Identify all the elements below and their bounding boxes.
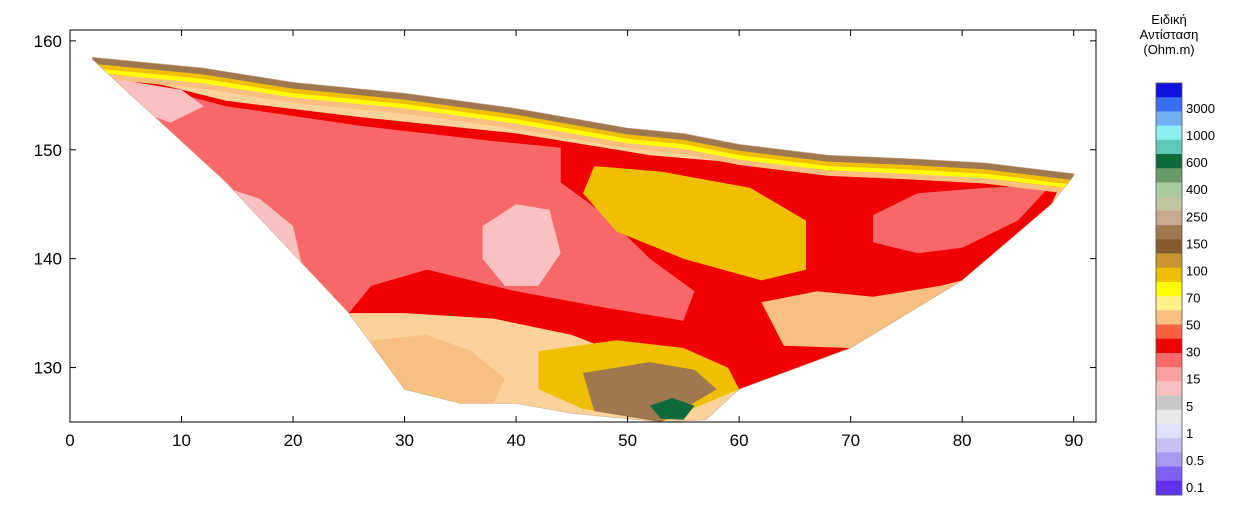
legend-title-line: Ειδική: [1151, 12, 1187, 27]
legend-swatch: [1156, 83, 1182, 98]
legend-label: 15: [1186, 372, 1200, 387]
legend-swatch: [1156, 452, 1182, 467]
x-tick-label: 20: [284, 431, 303, 450]
x-tick-label: 50: [618, 431, 637, 450]
legend-swatch: [1156, 338, 1182, 354]
legend-label: 50: [1186, 318, 1200, 333]
plot-frame: [69, 29, 1097, 423]
legend-label: 400: [1186, 182, 1208, 197]
legend-swatch: [1156, 324, 1182, 340]
legend-swatch: [1156, 352, 1182, 368]
y-tick-label: 140: [34, 250, 62, 269]
resistivity-zone: [761, 280, 963, 348]
section-fill: [92, 57, 1074, 422]
legend-swatch: [1156, 139, 1182, 155]
surface-band: [92, 72, 1074, 195]
legend-label: 0.5: [1186, 453, 1204, 468]
legend-swatch: [1156, 281, 1182, 297]
x-tick-label: 90: [1064, 431, 1083, 450]
legend-swatch: [1156, 480, 1182, 496]
legend-title: Ειδική Αντίσταση (Ohm.m): [1110, 12, 1228, 57]
legend-swatch: [1156, 423, 1182, 439]
legend-swatch: [1156, 253, 1182, 269]
surface-band: [92, 63, 1074, 185]
legend-label: 70: [1186, 291, 1200, 306]
legend-label: 3000: [1186, 101, 1215, 116]
legend-label: 1000: [1186, 128, 1215, 143]
legend-swatch: [1156, 381, 1182, 396]
resistivity-zone: [114, 79, 204, 123]
legend-swatch: [1156, 310, 1182, 325]
legend-label: 5: [1186, 399, 1193, 414]
legend-swatch: [1156, 438, 1182, 453]
x-tick-label: 70: [841, 431, 860, 450]
legend-swatch: [1156, 239, 1182, 254]
legend-label: 600: [1186, 155, 1208, 170]
legend-swatch: [1156, 154, 1182, 169]
x-tick-label: 60: [730, 431, 749, 450]
legend-swatch: [1156, 296, 1182, 311]
legend-swatch: [1156, 168, 1182, 183]
resistivity-zone: [226, 187, 305, 275]
y-tick-label: 130: [34, 359, 62, 378]
legend-label: 30: [1186, 345, 1200, 360]
color-legend: 3000 1000 600 400 250 150 100 70 50 30 15 5 1 0.5 0.1: [1155, 82, 1215, 496]
legend-label: 150: [1186, 236, 1208, 251]
legend-label: 0.1: [1186, 480, 1204, 495]
legend-swatch: [1156, 111, 1182, 127]
legend-swatch: [1156, 267, 1182, 283]
x-tick-label: 30: [395, 431, 414, 450]
legend-label: 100: [1186, 263, 1208, 278]
legend-swatch: [1156, 182, 1182, 198]
x-tick-label: 0: [65, 431, 74, 450]
y-tick-label: 160: [34, 32, 62, 51]
legend-frame: [1155, 82, 1183, 496]
legend-swatch: [1156, 196, 1182, 212]
legend-swatch: [1156, 367, 1182, 382]
resistivity-zone: [371, 334, 505, 404]
x-tick-label: 80: [953, 431, 972, 450]
resistivity-zone: [873, 184, 1052, 254]
resistivity-zone: [583, 166, 806, 281]
legend-title-line: Αντίσταση: [1139, 27, 1199, 42]
legend-swatch: [1156, 225, 1182, 240]
surface-band: [92, 68, 1074, 189]
legend-swatch: [1156, 97, 1182, 112]
resistivity-zone: [482, 204, 561, 286]
legend-swatch: [1156, 125, 1182, 141]
resistivity-zone: [649, 398, 695, 420]
x-tick-label: 10: [172, 431, 191, 450]
section-layer: [92, 56, 1074, 422]
legend-swatch: [1156, 409, 1182, 425]
y-tick-label: 150: [34, 141, 62, 160]
legend-label: 1: [1186, 426, 1193, 441]
legend-swatch: [1156, 466, 1182, 482]
section-outline: [92, 56, 1074, 422]
legend-swatch: [1156, 395, 1182, 411]
legend-title-line: (Ohm.m): [1143, 42, 1195, 57]
legend-label: 250: [1186, 209, 1208, 224]
legend-swatch: [1156, 210, 1182, 226]
axes-layer: 0 10 20 30 40 50 60 70 80 90 130 140 150 160: [34, 30, 1096, 450]
x-tick-label: 40: [507, 431, 526, 450]
